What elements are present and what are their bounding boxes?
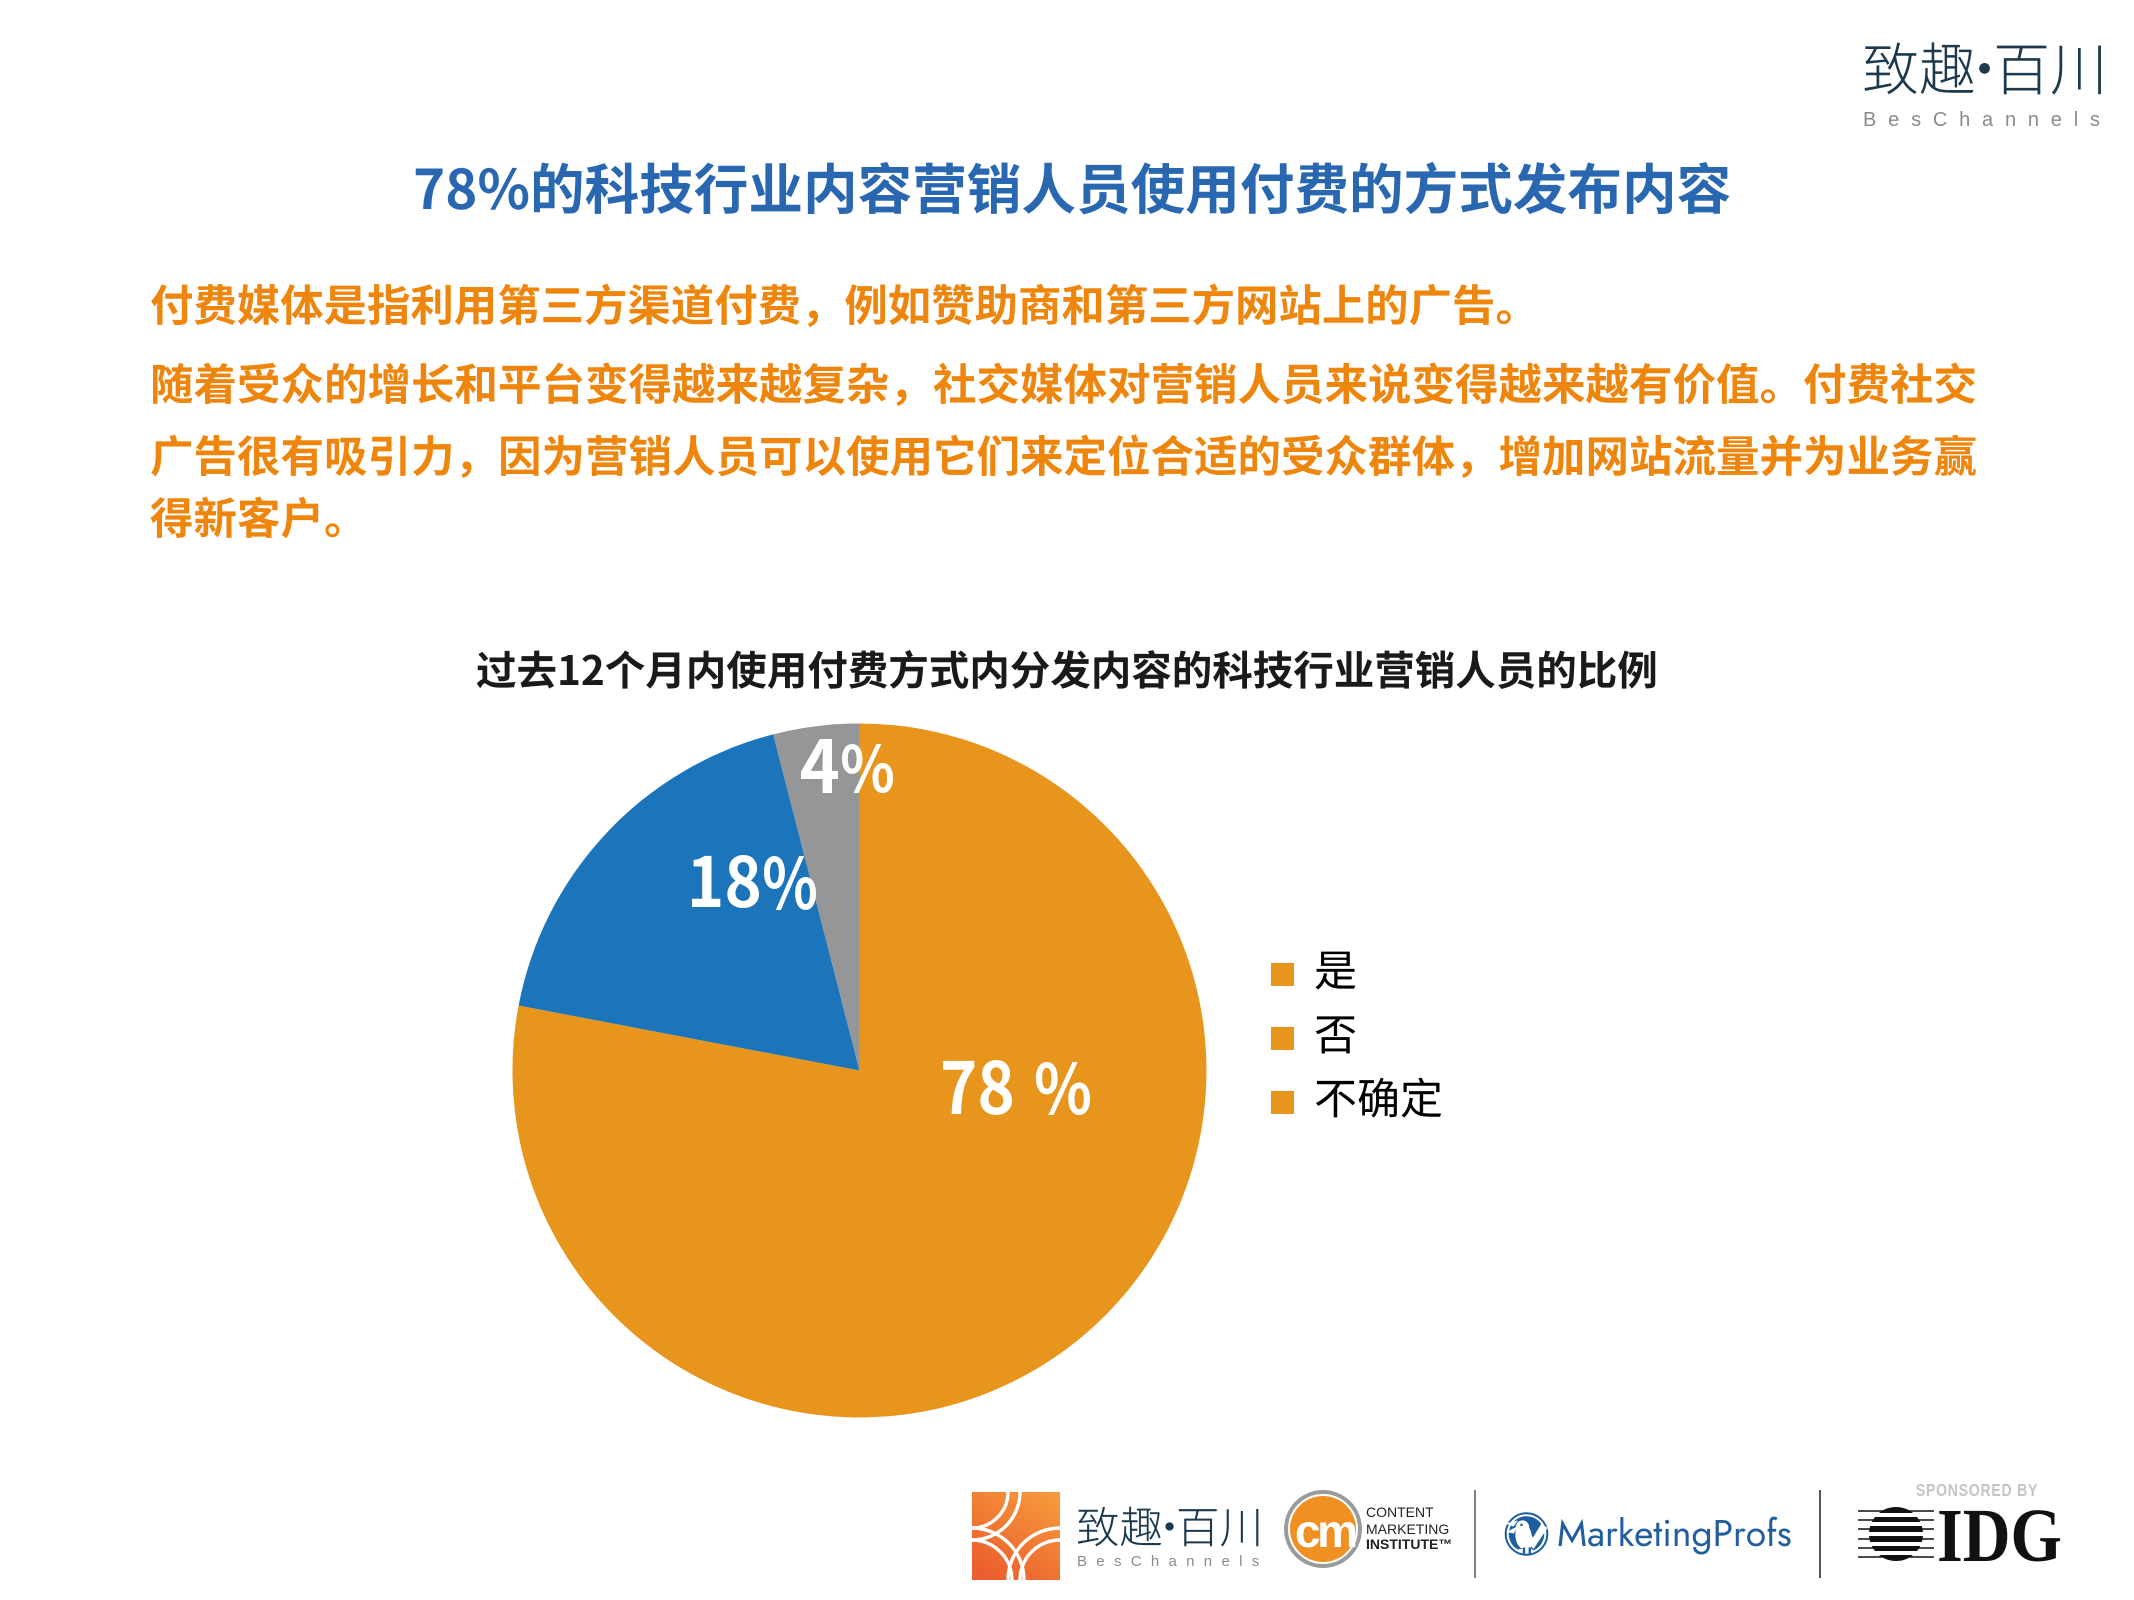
svg-text:CONTENT: CONTENT xyxy=(1366,1504,1434,1520)
svg-text:IDG: IDG xyxy=(1937,1495,2062,1578)
svg-text:INSTITUTE™: INSTITUTE™ xyxy=(1366,1536,1452,1552)
svg-text:cm: cm xyxy=(1295,1505,1356,1557)
svg-text:BesChannels: BesChannels xyxy=(1077,1553,1269,1570)
svg-text:SPONSORED BY: SPONSORED BY xyxy=(1916,1480,2038,1500)
svg-text:MARKETING: MARKETING xyxy=(1366,1521,1449,1537)
svg-text:BesChannels: BesChannels xyxy=(1863,109,2112,131)
